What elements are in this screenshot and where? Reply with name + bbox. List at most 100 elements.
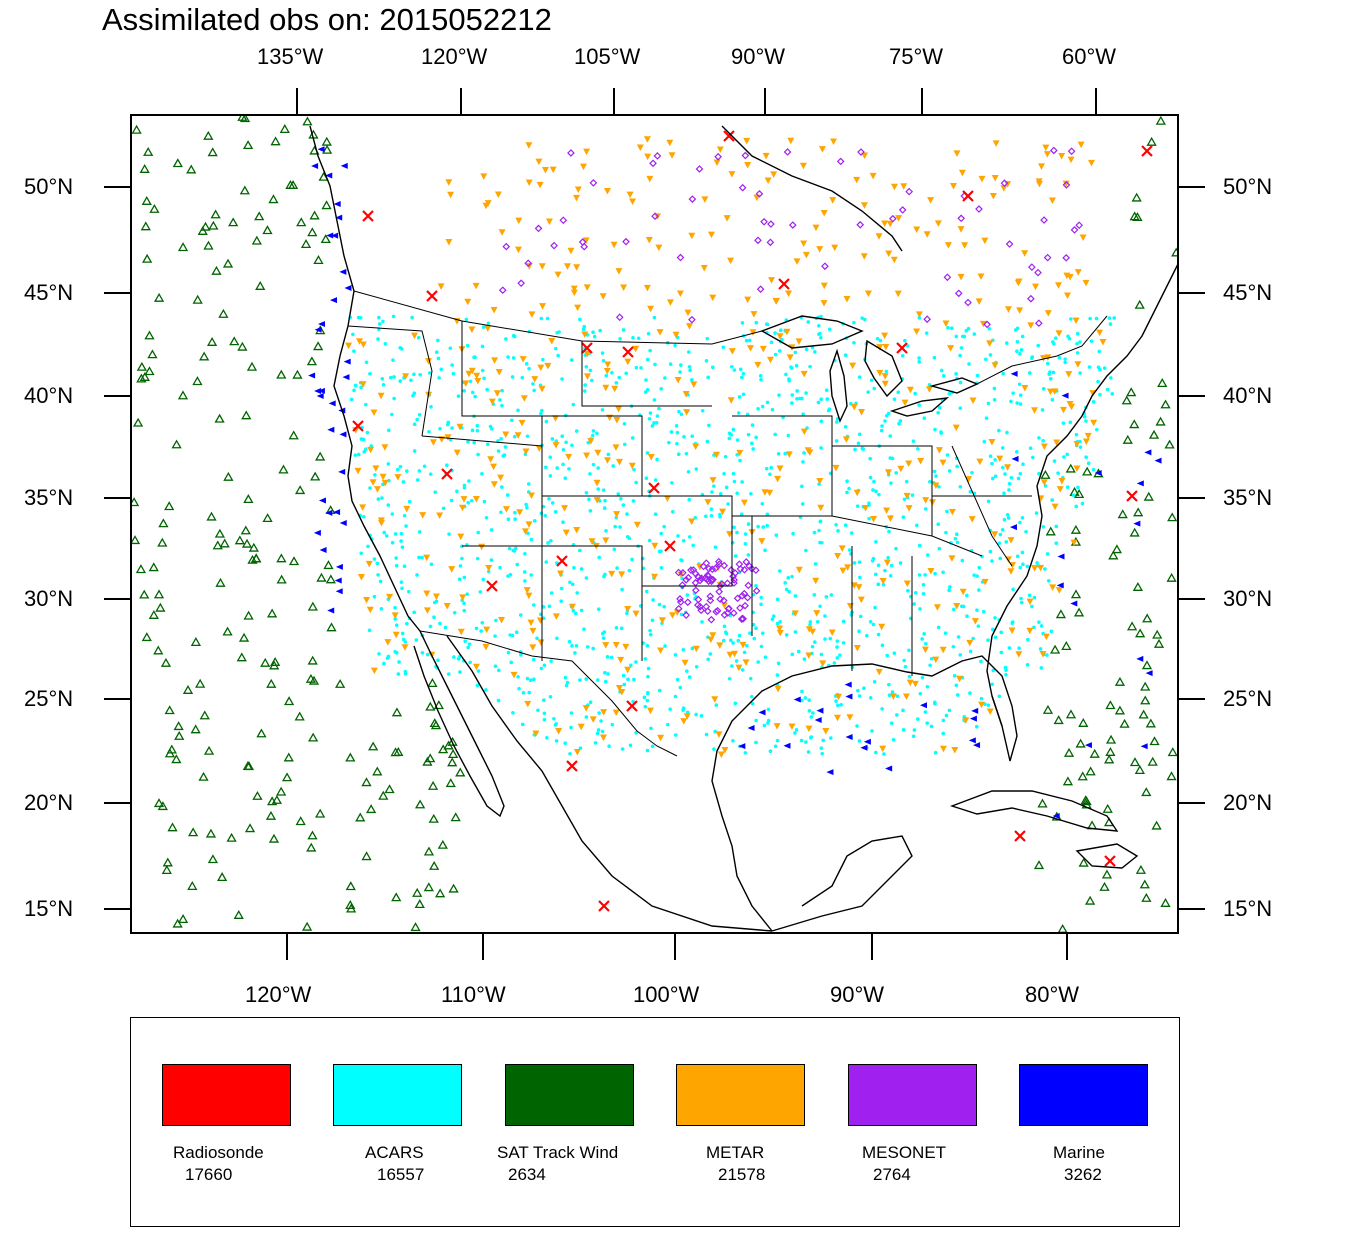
obs-marker-dot <box>539 411 543 416</box>
obs-marker-open-triangle <box>244 823 256 833</box>
obs-marker-down-triangle <box>457 628 465 636</box>
obs-marker-down-triangle <box>723 215 731 222</box>
obs-marker-dot <box>824 388 829 393</box>
obs-marker-down-triangle <box>942 320 950 327</box>
obs-marker-open-triangle <box>148 610 159 619</box>
left-lat-label: 35°N <box>24 485 74 510</box>
obs-marker-down-triangle <box>539 303 547 310</box>
obs-marker-down-triangle <box>514 246 522 254</box>
obs-marker-dot <box>924 331 929 335</box>
obs-marker-open-triangle <box>315 808 326 818</box>
obs-marker-dot <box>958 406 963 410</box>
obs-marker-dot <box>505 493 510 497</box>
obs-marker-down-triangle <box>800 240 808 248</box>
obs-marker-down-triangle <box>744 161 752 169</box>
obs-marker-dot <box>1102 366 1107 370</box>
obs-marker-dot <box>952 674 957 678</box>
obs-marker-diamond <box>1005 240 1014 248</box>
obs-marker-open-triangle <box>190 637 202 647</box>
obs-marker-dot <box>510 418 514 423</box>
obs-marker-dot <box>524 502 528 507</box>
obs-marker-down-triangle <box>1053 439 1061 446</box>
obs-marker-diamond <box>687 566 695 575</box>
obs-marker-dot <box>466 645 470 650</box>
obs-marker-open-triangle <box>372 766 383 776</box>
obs-marker-open-triangle <box>447 736 458 746</box>
obs-marker-down-triangle <box>991 531 999 538</box>
obs-marker-down-triangle <box>944 242 952 249</box>
obs-marker-down-triangle <box>444 434 452 441</box>
obs-marker-dot <box>618 525 622 529</box>
obs-marker-dot <box>546 541 550 545</box>
obs-marker-dot <box>436 338 440 343</box>
obs-marker-down-triangle <box>816 246 824 253</box>
obs-marker-dot <box>1084 455 1088 459</box>
obs-marker-down-triangle <box>886 220 894 228</box>
obs-marker-dot <box>955 540 960 545</box>
obs-marker-left-triangle <box>318 497 326 504</box>
legend-swatch-marine <box>1019 1064 1148 1126</box>
obs-marker-dot <box>405 621 409 626</box>
bottom-lon-label: 110°W <box>441 982 506 1007</box>
obs-marker-open-triangle <box>1033 860 1045 870</box>
obs-marker-open-triangle <box>283 752 294 762</box>
obs-marker-dot <box>958 380 963 385</box>
obs-marker-x-mark <box>352 420 364 432</box>
obs-marker-dot <box>591 646 595 651</box>
obs-marker-dot <box>882 752 886 756</box>
obs-marker-dot <box>944 713 949 718</box>
obs-marker-down-triangle <box>830 138 838 146</box>
obs-marker-dot <box>843 425 848 429</box>
obs-marker-dot <box>1074 432 1079 437</box>
obs-marker-dot <box>400 586 404 591</box>
obs-marker-dot <box>951 607 956 612</box>
obs-marker-down-triangle <box>672 331 680 339</box>
obs-marker-dot <box>871 488 875 492</box>
obs-marker-dot <box>731 739 735 743</box>
obs-marker-dot <box>652 421 656 425</box>
obs-marker-dot <box>845 490 849 495</box>
obs-marker-dot <box>852 561 857 565</box>
obs-marker-diamond <box>615 313 624 322</box>
obs-marker-dot <box>1075 341 1079 346</box>
obs-marker-dot <box>1039 666 1044 670</box>
obs-marker-dot <box>1001 465 1005 470</box>
obs-marker-dot <box>691 543 696 548</box>
obs-marker-dot <box>362 450 367 454</box>
obs-marker-dot <box>816 323 821 328</box>
obs-marker-dot <box>1066 334 1070 339</box>
obs-marker-dot <box>601 636 606 640</box>
obs-marker-dot <box>1020 550 1025 555</box>
obs-marker-open-triangle <box>288 430 299 440</box>
obs-marker-open-triangle <box>219 538 230 548</box>
obs-marker-dot <box>1054 541 1059 546</box>
obs-marker-left-triangle <box>328 400 336 407</box>
obs-marker-dot <box>1037 471 1041 476</box>
obs-marker-dot <box>1003 472 1007 476</box>
obs-marker-down-triangle <box>464 298 472 306</box>
obs-marker-open-triangle <box>423 882 434 892</box>
legend-count-marine: 3262 <box>1064 1165 1102 1184</box>
obs-marker-down-triangle <box>624 666 632 674</box>
obs-marker-dot <box>891 737 896 742</box>
right-lat-label: 20°N <box>1223 790 1273 815</box>
obs-marker-down-triangle <box>656 329 664 336</box>
obs-marker-dot <box>1087 365 1092 369</box>
obs-marker-dot <box>769 340 774 345</box>
top-lon-label: 90°W <box>731 44 786 69</box>
obs-marker-down-triangle <box>457 533 465 541</box>
obs-marker-dot <box>512 434 517 439</box>
obs-marker-dot <box>406 589 411 594</box>
obs-marker-dot <box>1045 552 1050 556</box>
obs-marker-dot <box>554 722 558 726</box>
obs-marker-open-triangle <box>296 217 307 227</box>
obs-marker-open-triangle <box>412 887 423 897</box>
obs-marker-open-triangle <box>1129 527 1140 537</box>
obs-marker-down-triangle <box>632 345 640 353</box>
obs-marker-diamond <box>723 609 732 617</box>
obs-marker-dot <box>687 675 692 679</box>
obs-marker-dot <box>1015 339 1020 344</box>
obs-marker-dot <box>1011 391 1015 395</box>
obs-marker-dot <box>815 619 820 624</box>
obs-marker-dot <box>386 503 391 507</box>
